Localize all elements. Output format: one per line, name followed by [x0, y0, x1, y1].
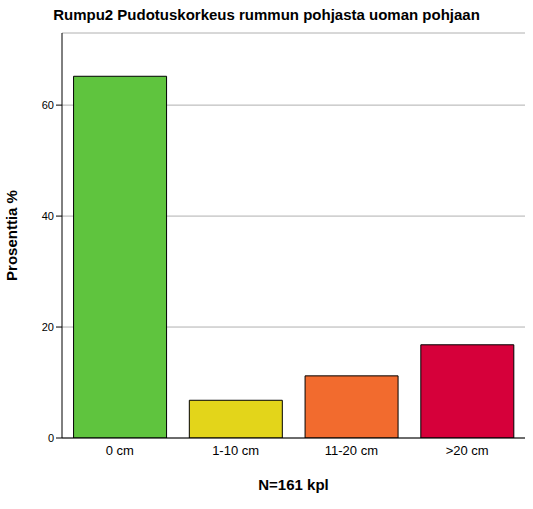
svg-text:60: 60	[42, 99, 54, 111]
svg-text:N=161 kpl: N=161 kpl	[258, 476, 328, 493]
html-text:Rumpu2 Pudotuskorkeus rummun p: Rumpu2 Pudotuskorkeus rummun pohjasta uo…	[53, 6, 480, 23]
svg-text:20: 20	[42, 321, 54, 333]
svg-text:>20 cm: >20 cm	[446, 443, 489, 458]
svg-text:1-10 cm: 1-10 cm	[212, 443, 259, 458]
svg-text:0 cm: 0 cm	[106, 443, 134, 458]
svg-text:Prosenttia %: Prosenttia %	[8, 190, 20, 281]
svg-text:11-20 cm: 11-20 cm	[325, 443, 378, 458]
svg-text:40: 40	[42, 210, 54, 222]
svg-text:0: 0	[48, 432, 54, 444]
